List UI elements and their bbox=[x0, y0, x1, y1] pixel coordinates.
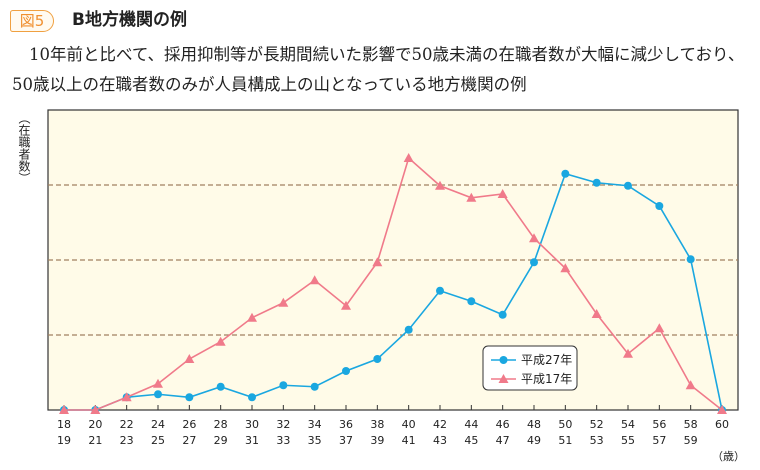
figure-description: 10年前と比べて、採用抑制等が長期間続いた影響で50歳未満の在職者数が大幅に減少… bbox=[12, 45, 745, 94]
data-point bbox=[184, 354, 195, 363]
data-point bbox=[59, 405, 69, 414]
data-point bbox=[530, 258, 538, 267]
data-point bbox=[624, 181, 632, 190]
x-tick-label: 40 bbox=[402, 418, 416, 431]
x-tick-label: 31 bbox=[245, 434, 259, 447]
x-tick-label: 32 bbox=[276, 418, 290, 431]
data-point bbox=[497, 189, 508, 198]
data-point bbox=[341, 300, 351, 310]
x-tick-label: 21 bbox=[88, 434, 102, 447]
legend-marker bbox=[498, 374, 509, 383]
x-tick-label: 47 bbox=[496, 434, 510, 447]
data-point bbox=[278, 297, 289, 307]
x-tick-label: 20 bbox=[88, 418, 102, 431]
data-point bbox=[592, 178, 601, 187]
x-tick-label: 27 bbox=[182, 434, 196, 447]
figure-title: B地方機関の例 bbox=[72, 10, 187, 30]
x-tick-label: 34 bbox=[308, 418, 322, 431]
data-point bbox=[215, 336, 226, 346]
x-tick-label: 25 bbox=[151, 434, 165, 447]
x-tick-label: 50 bbox=[558, 418, 572, 431]
data-point bbox=[247, 312, 257, 322]
x-tick-label: 56 bbox=[652, 418, 666, 431]
y-axis-label: （在職者数） bbox=[17, 112, 31, 184]
data-point bbox=[90, 405, 101, 414]
data-point bbox=[404, 325, 413, 334]
series-line bbox=[64, 172, 723, 411]
data-point bbox=[591, 309, 602, 318]
data-point bbox=[686, 255, 695, 264]
data-point bbox=[185, 393, 194, 402]
x-tick-label: 60 bbox=[715, 418, 729, 431]
data-point bbox=[373, 355, 382, 363]
data-point bbox=[467, 297, 476, 306]
x-tick-label: 33 bbox=[276, 434, 290, 447]
data-point bbox=[216, 382, 225, 391]
data-point bbox=[310, 382, 319, 391]
x-tick-label: 45 bbox=[464, 434, 478, 447]
series-line bbox=[64, 156, 723, 411]
data-point bbox=[717, 405, 727, 414]
series-1 bbox=[60, 169, 726, 414]
x-tick-label: 22 bbox=[120, 418, 134, 431]
x-tick-label: 23 bbox=[120, 434, 134, 447]
data-point bbox=[436, 286, 444, 295]
data-point bbox=[561, 169, 570, 178]
x-tick-label: 53 bbox=[590, 434, 604, 447]
x-tick-label: 37 bbox=[339, 434, 353, 447]
x-tick-label: 30 bbox=[245, 418, 259, 431]
x-tick-label: 55 bbox=[621, 434, 635, 447]
legend-label: 平成27年 bbox=[521, 353, 572, 367]
data-point bbox=[309, 275, 320, 285]
data-point bbox=[403, 153, 414, 162]
x-tick-label: 51 bbox=[558, 434, 572, 447]
x-tick-label: 28 bbox=[214, 418, 228, 431]
x-tick-label: 19 bbox=[57, 434, 71, 447]
data-point bbox=[248, 393, 256, 402]
x-tick-label: 52 bbox=[590, 418, 604, 431]
x-tick-label: 35 bbox=[308, 434, 322, 447]
data-point bbox=[154, 390, 162, 399]
x-tick-label: 44 bbox=[464, 418, 478, 431]
x-tick-label: 39 bbox=[370, 434, 384, 447]
data-point bbox=[655, 202, 664, 210]
data-point bbox=[529, 233, 539, 243]
data-point bbox=[654, 323, 665, 333]
x-tick-label: 48 bbox=[527, 418, 541, 431]
data-point bbox=[153, 378, 163, 388]
x-tick-label: 42 bbox=[433, 418, 447, 431]
x-tick-label: 29 bbox=[214, 434, 228, 447]
legend-marker bbox=[499, 356, 508, 364]
data-point bbox=[435, 180, 445, 190]
x-tick-label: 49 bbox=[527, 434, 541, 447]
x-tick-label: 38 bbox=[370, 418, 384, 431]
data-point bbox=[279, 381, 288, 390]
x-tick-label: 59 bbox=[684, 434, 698, 447]
data-point bbox=[560, 263, 571, 273]
x-tick-label: 18 bbox=[57, 418, 71, 431]
series-2 bbox=[59, 153, 727, 414]
legend-label: 平成17年 bbox=[521, 372, 572, 386]
x-tick-label: 43 bbox=[433, 434, 447, 447]
data-point bbox=[466, 192, 477, 202]
x-tick-label: 36 bbox=[339, 418, 353, 431]
x-tick-label: 26 bbox=[182, 418, 196, 431]
x-tick-label: 57 bbox=[652, 434, 666, 447]
data-point bbox=[342, 367, 350, 375]
data-point bbox=[498, 310, 507, 319]
x-axis-unit: （歳） bbox=[712, 450, 745, 463]
x-tick-label: 41 bbox=[402, 434, 416, 447]
figure-badge: 図5 bbox=[10, 10, 54, 32]
x-tick-label: 24 bbox=[151, 418, 165, 431]
data-point bbox=[372, 257, 383, 267]
data-point bbox=[685, 380, 696, 390]
data-point bbox=[121, 392, 132, 402]
data-point bbox=[623, 348, 633, 358]
x-tick-label: 46 bbox=[496, 418, 510, 431]
x-tick-label: 58 bbox=[684, 418, 698, 431]
x-tick-label: 54 bbox=[621, 418, 635, 431]
